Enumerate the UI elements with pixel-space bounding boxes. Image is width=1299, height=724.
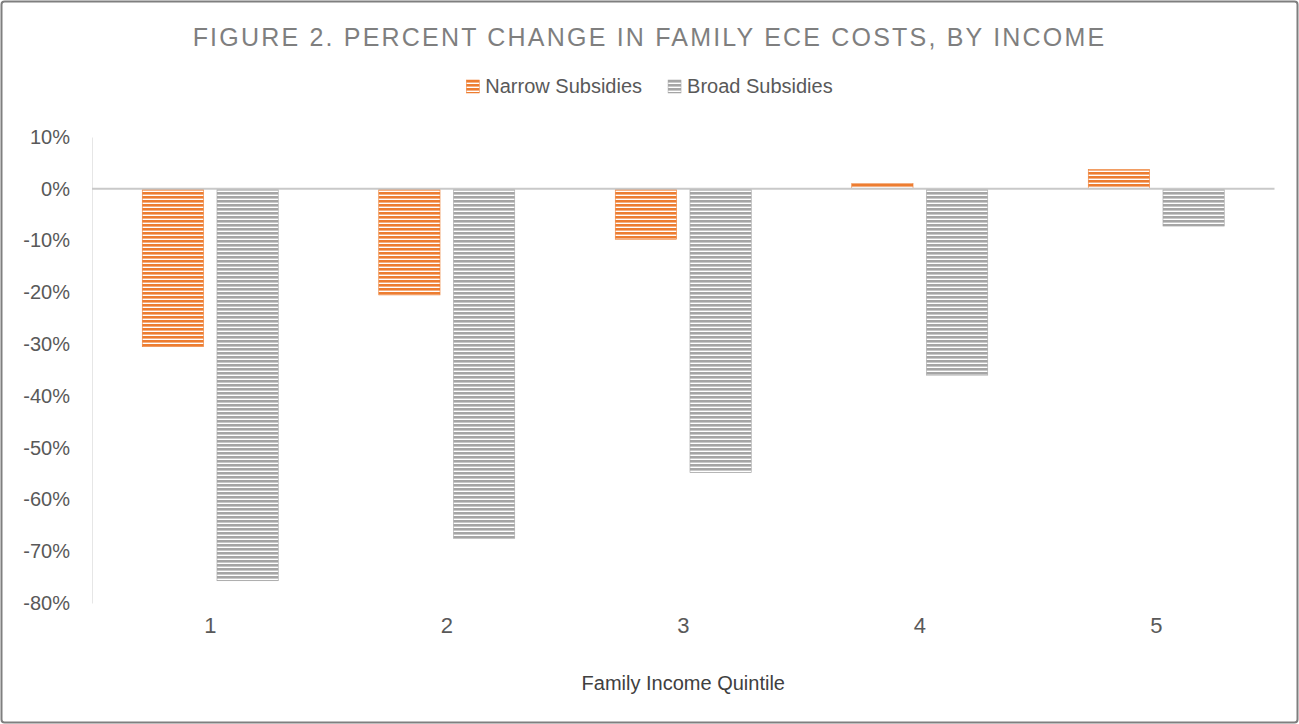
legend-swatch	[466, 80, 479, 93]
y-tick: 10%	[30, 126, 92, 148]
x-tick-label: 5	[1150, 613, 1162, 638]
y-tick-label: -70%	[23, 540, 70, 562]
y-tick: -30%	[23, 333, 92, 355]
legend-label: Broad Subsidies	[687, 75, 833, 97]
legend-swatch	[668, 80, 681, 93]
x-axis-title: Family Income Quintile	[582, 672, 785, 694]
legend-item: Broad Subsidies	[668, 75, 833, 97]
legend-label: Narrow Subsidies	[485, 75, 642, 97]
y-tick: -50%	[23, 437, 92, 459]
bar	[142, 189, 203, 347]
bar	[690, 189, 751, 473]
x-tick-label: 2	[441, 613, 453, 638]
y-tick-label: 0%	[41, 178, 70, 200]
y-tick-label: -20%	[23, 281, 70, 303]
y-tick-label: -80%	[23, 592, 70, 614]
y-tick: -70%	[23, 540, 92, 562]
y-tick: -40%	[23, 385, 92, 407]
x-tick: 5	[1150, 603, 1162, 638]
bar	[1088, 170, 1149, 189]
y-tick-label: -60%	[23, 488, 70, 510]
y-tick-label: -30%	[23, 333, 70, 355]
legend-item: Narrow Subsidies	[466, 75, 642, 97]
x-tick: 1	[204, 603, 216, 638]
chart-title: FIGURE 2. PERCENT CHANGE IN FAMILY ECE C…	[193, 23, 1107, 51]
bar	[453, 189, 514, 539]
y-tick: -20%	[23, 281, 92, 303]
y-tick-label: -40%	[23, 385, 70, 407]
bar	[1163, 189, 1224, 226]
x-tick: 2	[441, 603, 453, 638]
x-tick: 3	[677, 603, 689, 638]
y-tick-label: -50%	[23, 437, 70, 459]
x-axis: 1 2 3 4 5	[204, 603, 1162, 638]
legend: Narrow Subsidies Broad Subsidies	[466, 75, 832, 97]
y-tick: -10%	[23, 229, 92, 251]
y-tick-label: -10%	[23, 229, 70, 251]
bar	[217, 189, 278, 581]
y-axis: -80% -70% -60% -50% -40% -30% -20% -10% 0% 10%	[23, 126, 92, 614]
bar	[926, 189, 987, 375]
bars	[142, 170, 1224, 581]
figure-frame	[2, 2, 1298, 723]
zero-line	[92, 188, 1275, 190]
x-tick-label: 3	[677, 613, 689, 638]
y-axis-line	[92, 138, 93, 604]
y-tick: -80%	[23, 592, 92, 614]
y-tick: 0%	[41, 178, 92, 200]
x-tick-label: 4	[914, 613, 926, 638]
y-tick: -60%	[23, 488, 92, 510]
x-tick: 4	[914, 603, 926, 638]
y-tick-label: 10%	[30, 126, 70, 148]
bar	[615, 189, 676, 240]
x-tick-label: 1	[204, 613, 216, 638]
bar	[379, 189, 440, 295]
